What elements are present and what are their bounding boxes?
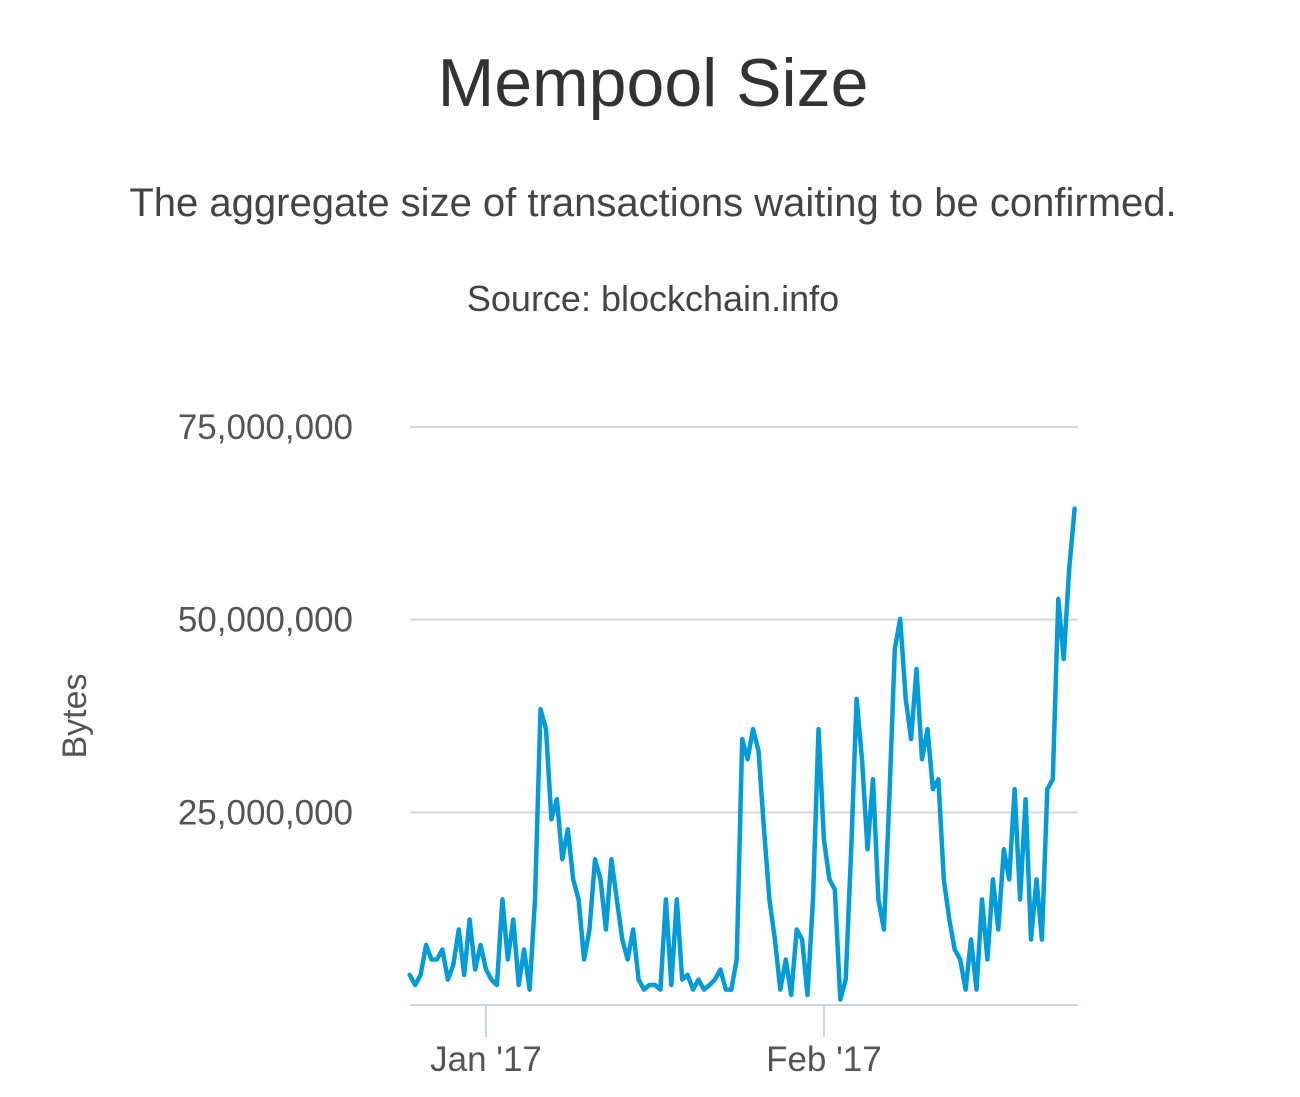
y-tick-label: 50,000,000: [178, 601, 353, 640]
chart-source: Source: blockchain.info: [467, 278, 839, 319]
chart-title: Mempool Size: [438, 45, 869, 121]
x-tick-label: Jan '17: [430, 1040, 542, 1079]
chart-subtitle: The aggregate size of transactions waiti…: [129, 181, 1176, 225]
y-axis-label: Bytes: [56, 673, 94, 758]
y-tick-label: 75,000,000: [178, 408, 353, 447]
x-tick-label: Feb '17: [766, 1040, 882, 1079]
y-tick-label: 25,000,000: [178, 793, 353, 832]
series-line: [407, 506, 1077, 1002]
